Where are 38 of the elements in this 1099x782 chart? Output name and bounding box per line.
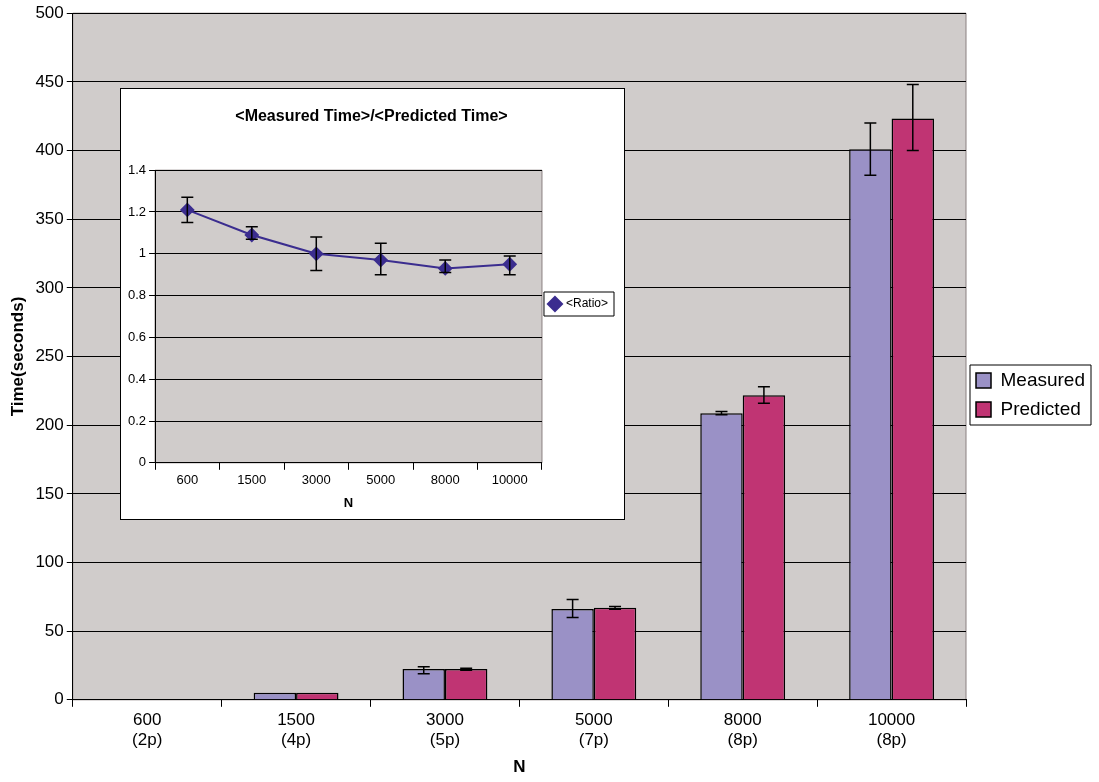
y-tick-label: 1	[138, 245, 147, 261]
y-tick-label: 300	[35, 277, 64, 297]
x-tick-label: 600 (2p)	[132, 709, 163, 750]
y-tick-label: 1.2	[127, 203, 147, 219]
x-tick-label: 8000	[430, 472, 460, 488]
x-tick-label: 8000 (8p)	[723, 709, 762, 750]
y-tick-label: 0.6	[127, 328, 147, 344]
legend-label: <Ratio>	[565, 296, 608, 311]
y-tick-label: 450	[35, 71, 64, 91]
y-tick-label: 350	[35, 208, 64, 228]
x-tick-label: 1500 (4p)	[277, 709, 315, 750]
y-tick-label: 200	[35, 414, 64, 434]
y-tick-label: 50	[44, 620, 64, 640]
x-tick-label: 10000 (8p)	[867, 709, 916, 750]
y-tick-label: 0.8	[127, 287, 147, 303]
y-tick-label: 250	[35, 346, 64, 366]
x-tick-label: 600	[176, 472, 199, 488]
y-tick-label: 1.4	[127, 161, 147, 177]
x-tick-label: 10000	[491, 472, 528, 488]
chart-title: <Measured Time>/<Predicted Time>	[235, 107, 508, 125]
x-axis-title: N	[343, 494, 354, 510]
x-tick-label: 1500	[237, 472, 267, 488]
x-tick-label: 3000	[301, 472, 331, 488]
x-tick-label: 5000	[366, 472, 396, 488]
y-tick-label: 0.4	[127, 370, 147, 386]
y-tick-label: 0.2	[127, 412, 147, 428]
y-tick-label: 400	[35, 140, 64, 160]
x-tick-label: 5000 (7p)	[574, 709, 613, 750]
legend-label: Measured	[1000, 368, 1086, 390]
y-tick-label: 150	[35, 483, 64, 503]
x-tick-label: 3000 (5p)	[426, 709, 464, 750]
legend-label: Predicted	[1000, 397, 1081, 419]
x-axis-title: N	[513, 757, 526, 777]
y-tick-label: 0	[54, 689, 64, 709]
y-tick-label: 500	[35, 2, 64, 22]
y-tick-label: 0	[138, 454, 147, 470]
y-tick-label: 100	[35, 552, 64, 572]
y-axis-title: Time(seconds)	[7, 296, 27, 417]
